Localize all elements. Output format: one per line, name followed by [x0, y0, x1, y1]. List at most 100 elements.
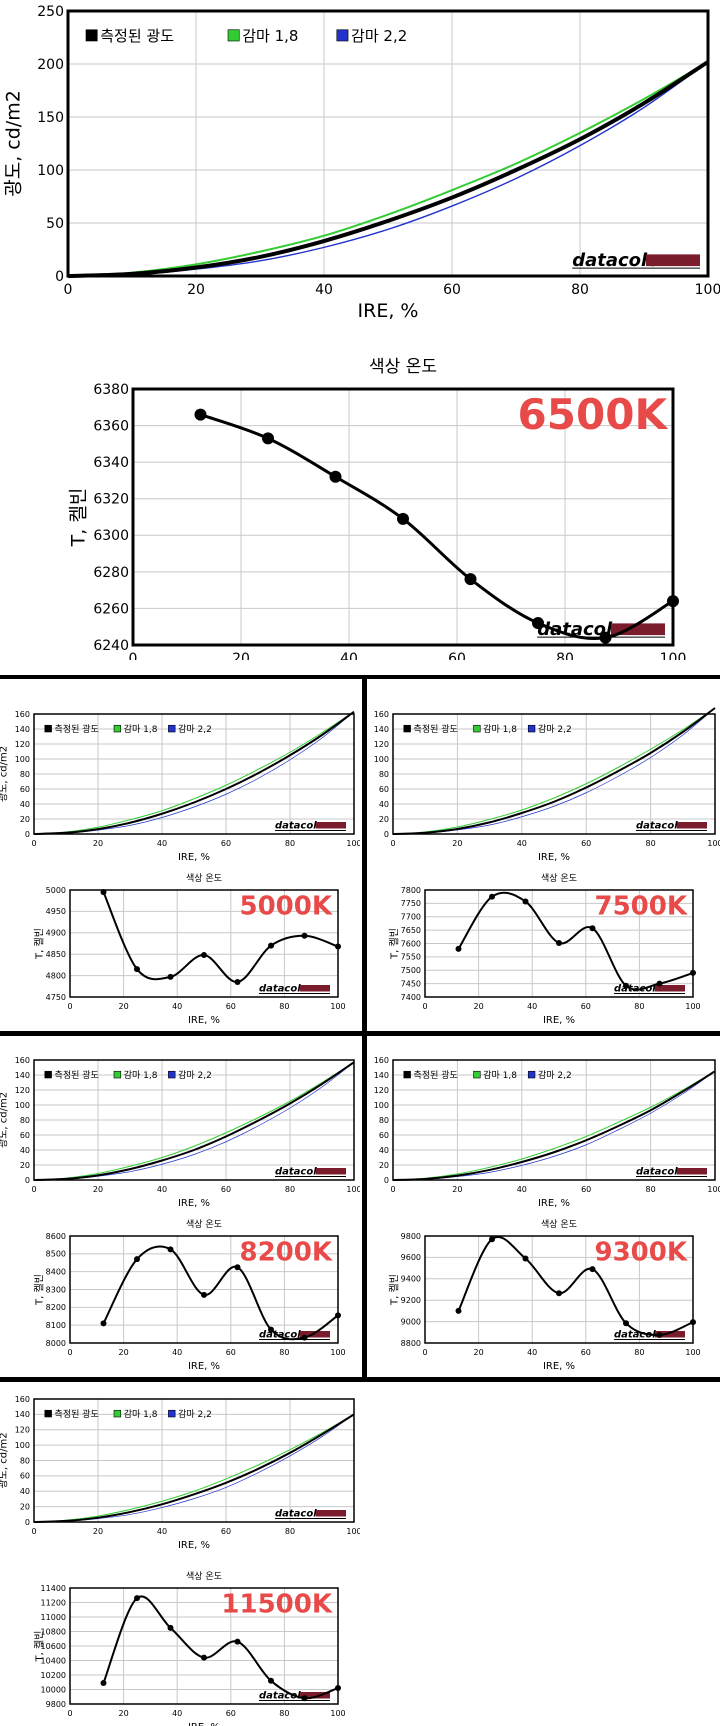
y-tick-label: 160	[15, 1056, 30, 1065]
y-tick-label: 80	[379, 770, 389, 779]
y-tick-label: 250	[37, 4, 64, 20]
x-tick-label: 80	[279, 1709, 289, 1718]
y-axis-label: 광도, cd/m2	[365, 746, 368, 802]
y-tick-label: 140	[374, 725, 389, 734]
x-tick-label: 60	[221, 1185, 231, 1194]
x-tick-label: 80	[646, 1185, 656, 1194]
x-tick-label: 60	[443, 282, 461, 298]
data-point	[455, 1307, 462, 1314]
y-tick-label: 9000	[401, 1317, 421, 1326]
legend-label: 측정된 광도	[55, 1069, 99, 1081]
grid-divider-mid	[0, 1031, 720, 1036]
data-point	[335, 1685, 341, 1692]
x-axis-label: IRE, %	[358, 300, 419, 322]
y-axis-label: 광도, cd/m2	[365, 1092, 368, 1148]
data-point	[167, 1624, 174, 1631]
y-tick-label: 60	[379, 1131, 389, 1140]
y-tick-label: 20	[20, 815, 30, 824]
y-tick-label: 8500	[46, 1250, 66, 1259]
x-tick-label: 0	[390, 1185, 395, 1194]
plot-frame	[33, 713, 355, 835]
y-tick-label: 10800	[41, 1627, 66, 1636]
data-point	[335, 1312, 341, 1319]
data-point	[234, 979, 241, 986]
data-point	[100, 1679, 107, 1686]
y-tick-label: 60	[20, 1131, 30, 1140]
x-tick-label: 80	[571, 282, 589, 298]
x-tick-label: 20	[93, 1185, 103, 1194]
y-axis-label: 광도, cd/m2	[0, 1432, 9, 1488]
x-tick-label: 0	[31, 839, 36, 848]
x-tick-label: 60	[221, 839, 231, 848]
y-tick-label: 7700	[401, 913, 421, 922]
y-tick-label: 40	[20, 1487, 30, 1496]
y-tick-label: 160	[15, 1395, 30, 1404]
datacolor-logo: datacolor	[259, 1691, 314, 1702]
legend-swatch	[168, 724, 176, 733]
legend-label: 감마 1,8	[483, 723, 517, 735]
x-tick-label: 100	[707, 839, 720, 848]
x-tick-label: 60	[226, 1348, 236, 1357]
temperature-label: 7500K	[594, 892, 687, 922]
plot-frame	[424, 889, 694, 998]
datacolor-logo: datacolor	[636, 1167, 691, 1178]
y-tick-label: 6300	[93, 528, 129, 544]
y-tick-label: 8100	[46, 1321, 66, 1330]
y-tick-label: 9800	[46, 1700, 66, 1709]
y-axis-label: T, 켈빈	[33, 1631, 45, 1663]
panel-9300k-temp: 0 20 40 60 80 100 8800 9000 9200 9400 9600 9800 IRE,…	[388, 1219, 700, 1372]
y-tick-label: 4800	[46, 971, 66, 980]
legend-swatch	[44, 1409, 52, 1418]
x-tick-label: 80	[285, 839, 295, 848]
plot-frame	[33, 1398, 355, 1523]
x-tick-label: 20	[119, 1348, 129, 1357]
x-tick-label: 100	[346, 1185, 360, 1194]
legend-swatch	[85, 29, 98, 42]
series-line-measured	[392, 707, 716, 835]
legend-swatch	[527, 1070, 536, 1079]
y-axis-label: T, 켈빈	[33, 1274, 45, 1306]
series-line-gamma-1-8	[33, 711, 355, 835]
data-point	[134, 966, 140, 973]
x-tick-label: 0	[67, 1348, 72, 1357]
y-tick-label: 160	[374, 1056, 389, 1065]
data-point	[268, 1326, 274, 1333]
panel-11500k-temp: 0 20 40 60 80 100 9800 10000 10200 10400 10600 1080…	[33, 1571, 345, 1726]
datacolor-logo: datacolor	[275, 821, 330, 832]
y-tick-label: 10600	[41, 1642, 66, 1651]
panel-8200k-temp: 0 20 40 60 80 100 8000 8100 8200 8300 8400 8500 8600…	[33, 1219, 345, 1372]
x-tick-label: 60	[581, 839, 591, 848]
y-tick-label: 6280	[93, 565, 129, 581]
plot-frame	[392, 1059, 716, 1181]
x-tick-label: 100	[330, 1002, 345, 1011]
data-point	[589, 1266, 596, 1273]
legend-swatch	[227, 29, 240, 42]
plot-frame	[131, 387, 675, 647]
x-tick-label: 100	[330, 1348, 345, 1357]
data-point	[489, 893, 495, 900]
y-tick-label: 9600	[401, 1253, 421, 1262]
data-point	[134, 1256, 140, 1263]
legend-label: 감마 2,2	[538, 1069, 572, 1081]
legend-swatch	[336, 29, 349, 42]
y-tick-label: 140	[15, 725, 30, 734]
y-tick-label: 0	[25, 830, 30, 839]
datacolor-logo: datacolor	[259, 1330, 314, 1341]
x-axis-label: IRE, %	[188, 1361, 220, 1372]
y-tick-label: 120	[15, 1426, 30, 1435]
data-point	[268, 1677, 274, 1684]
plot-frame	[66, 9, 710, 278]
data-point	[556, 939, 562, 946]
x-tick-label: 20	[187, 282, 205, 298]
x-tick-label: 0	[129, 651, 138, 660]
x-tick-label: 20	[452, 1185, 462, 1194]
data-point	[194, 408, 207, 421]
y-tick-label: 10200	[41, 1671, 66, 1680]
grid-divider-vertical	[362, 675, 367, 1382]
plot-area	[70, 890, 338, 997]
data-point	[455, 945, 462, 952]
legend-label: 감마 2,2	[178, 1069, 212, 1081]
y-tick-label: 7450	[401, 979, 421, 988]
y-tick-label: 5000	[46, 886, 66, 895]
temperature-label: 6500K	[518, 390, 669, 439]
